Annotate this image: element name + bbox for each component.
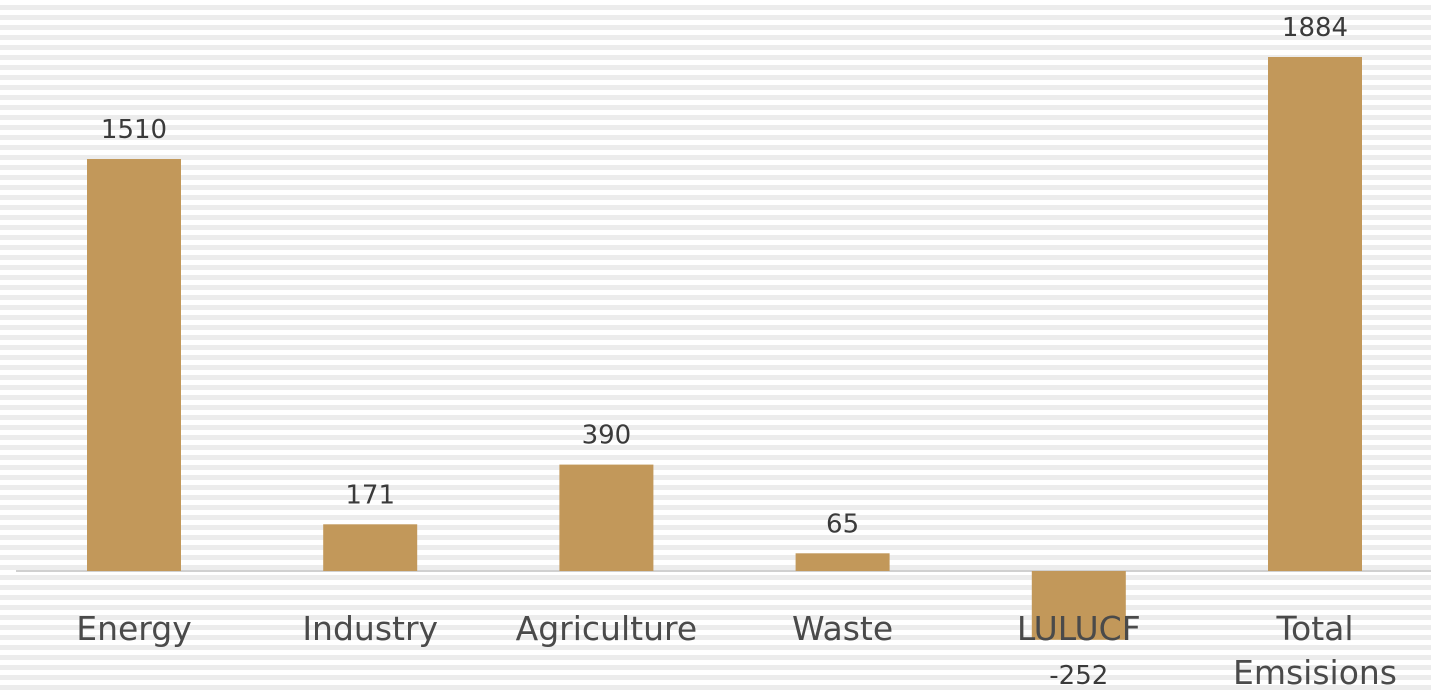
bar-industry [323,524,418,571]
bar-energy [87,159,181,571]
data-label-industry: 171 [345,480,395,510]
bar-waste [795,553,890,571]
data-label-lulucf: -252 [1049,661,1108,691]
bar-total-emsisions [1268,57,1362,571]
data-label-energy: 1510 [101,115,167,145]
category-label-lulucf: LULUCF [1017,609,1141,648]
category-label-total-emsisions-line1: Total [1275,609,1353,648]
bar-lulucf [1031,571,1126,640]
bar-agriculture [559,464,654,571]
category-label-total-emsisions-line2: Emsisions [1233,653,1397,692]
category-label-energy: Energy [76,609,192,648]
bar-group [87,57,1362,640]
data-label-group: 1510 171 390 65 -252 1884 [101,13,1348,691]
category-label-waste: Waste [792,609,893,648]
category-label-industry: Industry [302,609,438,648]
data-label-agriculture: 390 [582,421,632,451]
data-label-waste: 65 [826,509,859,539]
category-label-group: Energy Industry Agriculture Waste LULUCF Tota… [76,609,1397,692]
data-label-total-emsisions: 1884 [1282,13,1348,43]
category-label-agriculture: Agriculture [516,609,697,648]
